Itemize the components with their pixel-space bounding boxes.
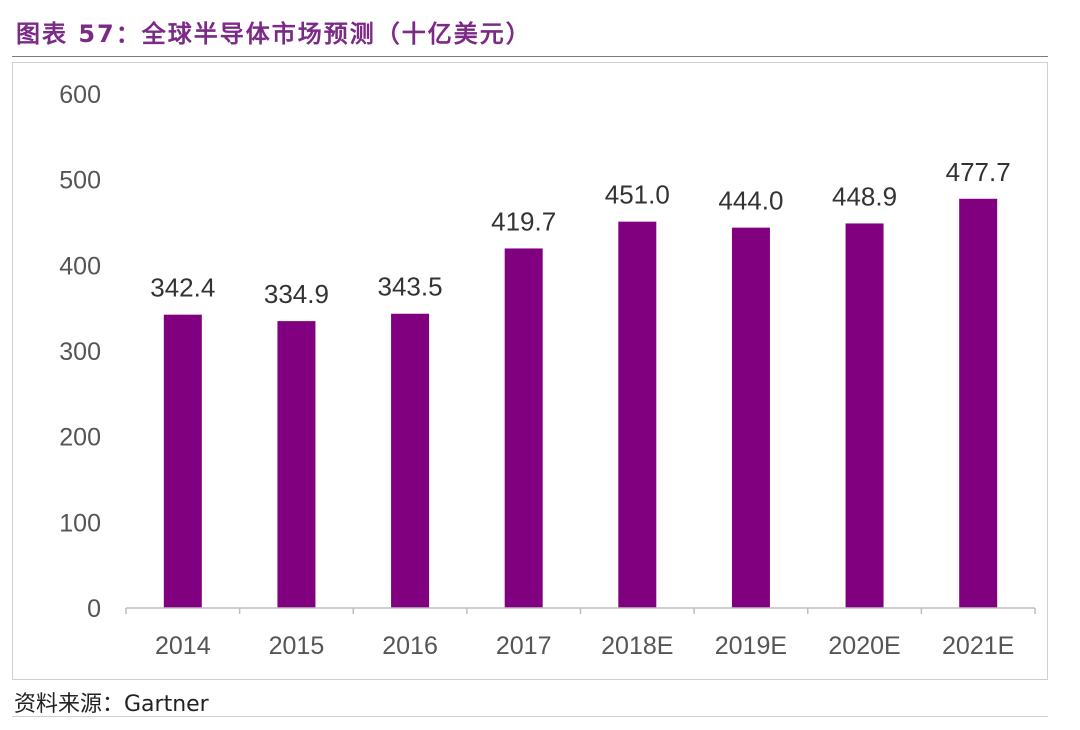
bar-2020E [845,223,884,609]
bar-2015 [277,321,316,608]
data-label-2020E: 448.9 [832,181,897,211]
data-label-2018E: 451.0 [605,180,670,210]
data-label-2015: 334.9 [264,279,329,309]
y-tick-label: 200 [59,424,101,452]
bar-2021E [959,198,998,609]
bar-2017 [504,248,543,608]
bottom-divider [12,716,1048,717]
x-tick-label: 2020E [828,632,900,660]
x-tick-label: 2014 [155,632,211,660]
y-tick-label: 400 [59,252,101,280]
chart-title: 图表 57：全球半导体市场预测（十亿美元） [16,20,532,48]
bar-2014 [163,314,202,608]
data-label-2016: 343.5 [378,272,443,302]
x-axis: 2014 2015 2016 2017 2018E 2019E 2020E 2021E [125,607,1036,660]
bar-2016 [391,313,430,608]
x-tick-label: 2021E [942,632,1014,660]
chart-frame: 0 100 200 300 400 500 600 342.4 334.9 343.5 419.7… [12,62,1048,680]
bars [163,198,998,609]
x-tick-label: 2015 [269,632,325,660]
bar-2019E [731,227,770,608]
title-divider [12,56,1048,57]
y-tick-label: 0 [87,595,101,623]
x-tick-label: 2017 [496,632,552,660]
y-tick-label: 500 [59,167,101,195]
y-axis: 0 100 200 300 400 500 600 [59,81,101,623]
source-note: 资料来源：Gartner [14,692,209,717]
data-label-2021E: 477.7 [946,157,1011,187]
x-tick-label: 2016 [382,632,438,660]
x-tick-label: 2018E [601,632,673,660]
bar-chart: 0 100 200 300 400 500 600 342.4 334.9 343.5 419.7… [59,81,1036,660]
y-tick-label: 600 [59,81,101,109]
x-tick-label: 2019E [715,632,787,660]
bar-2018E [618,221,657,609]
y-tick-label: 300 [59,338,101,366]
data-label-2019E: 444.0 [718,186,783,216]
data-label-2014: 342.4 [150,273,215,303]
y-tick-label: 100 [59,509,101,537]
data-label-2017: 419.7 [491,206,556,236]
data-labels: 342.4 334.9 343.5 419.7 451.0 444.0 448.9 477.7 [150,157,1010,309]
